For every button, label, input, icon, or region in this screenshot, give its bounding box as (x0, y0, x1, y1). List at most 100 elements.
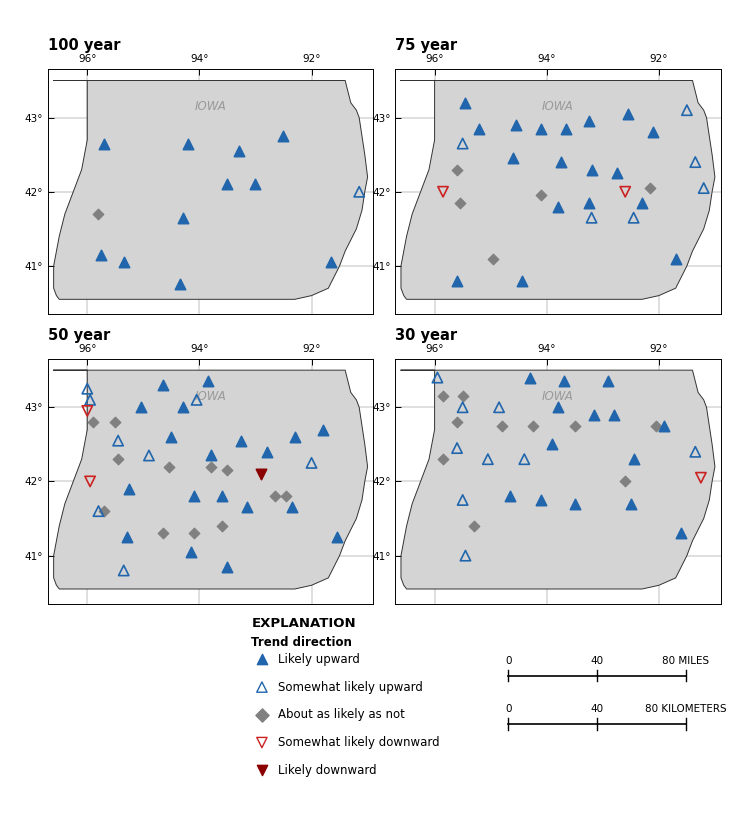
Point (625, 497, 637, 510)
Point (256, 764, 268, 777)
Point (202, 375, 214, 388)
Point (134, 401, 146, 414)
Text: 80 KILOMETERS: 80 KILOMETERS (645, 704, 726, 714)
Point (552, 401, 564, 414)
Point (166, 430, 177, 443)
Point (84, 475, 96, 488)
Point (233, 144, 245, 157)
Polygon shape (54, 370, 367, 589)
Point (675, 527, 687, 540)
Text: Somewhat likely downward: Somewhat likely downward (278, 736, 440, 749)
Text: IOWA: IOWA (195, 100, 226, 113)
Point (241, 501, 253, 514)
Point (488, 252, 500, 265)
Point (256, 653, 268, 666)
Point (123, 482, 135, 495)
Point (622, 108, 634, 121)
Point (278, 130, 290, 143)
Point (216, 490, 228, 503)
Point (98, 504, 110, 517)
Point (451, 441, 463, 455)
Point (558, 375, 570, 388)
Point (250, 178, 262, 191)
Point (317, 423, 329, 436)
Point (256, 708, 268, 721)
Point (650, 419, 662, 432)
Point (460, 96, 471, 109)
Text: 100 year: 100 year (48, 38, 120, 53)
Point (627, 453, 639, 466)
Point (112, 453, 124, 466)
Point (516, 274, 528, 287)
Text: EXPLANATION: EXPLANATION (251, 617, 356, 630)
Point (451, 274, 463, 287)
Point (261, 446, 273, 459)
Point (619, 185, 631, 198)
Point (92, 504, 104, 517)
Text: 0: 0 (505, 655, 511, 666)
Point (306, 456, 318, 469)
Point (256, 681, 268, 694)
Point (109, 415, 121, 428)
Text: IOWA: IOWA (542, 389, 573, 402)
Text: Somewhat likely upward: Somewhat likely upward (278, 681, 423, 694)
Point (222, 463, 234, 477)
Point (524, 371, 536, 384)
Point (689, 446, 701, 459)
Polygon shape (401, 81, 715, 299)
Text: IOWA: IOWA (542, 100, 573, 113)
Point (81, 382, 93, 395)
Point (222, 178, 234, 191)
Point (289, 430, 301, 443)
Point (205, 460, 217, 473)
Point (353, 185, 365, 198)
Point (482, 453, 494, 466)
Point (112, 434, 124, 447)
Point (527, 419, 539, 432)
Point (627, 211, 639, 224)
Point (81, 405, 93, 418)
Point (583, 197, 595, 210)
Point (647, 126, 659, 139)
Point (588, 408, 600, 421)
Point (325, 255, 337, 268)
Polygon shape (401, 370, 715, 589)
Text: 75 year: 75 year (395, 38, 457, 53)
Point (457, 137, 469, 150)
Point (552, 200, 564, 213)
Point (689, 156, 701, 169)
Point (185, 545, 197, 558)
Point (695, 471, 706, 484)
Point (518, 453, 530, 466)
Point (510, 118, 522, 131)
Text: 40: 40 (590, 704, 604, 714)
Point (681, 104, 692, 117)
Point (188, 490, 200, 503)
Point (535, 494, 547, 507)
Point (236, 434, 248, 447)
Point (619, 475, 631, 488)
Text: IOWA: IOWA (195, 389, 226, 402)
Point (451, 163, 463, 176)
Point (608, 408, 620, 421)
Point (535, 122, 547, 135)
Point (87, 415, 99, 428)
Point (188, 527, 200, 540)
Point (546, 438, 558, 451)
Point (569, 419, 581, 432)
Point (183, 137, 194, 150)
Point (256, 736, 268, 749)
Point (143, 449, 155, 462)
Point (163, 460, 174, 473)
Point (569, 497, 581, 510)
Point (280, 490, 292, 503)
Point (493, 401, 505, 414)
Point (432, 371, 443, 384)
Point (586, 163, 598, 176)
Point (177, 401, 188, 414)
Point (269, 490, 281, 503)
Text: 40: 40 (590, 655, 604, 666)
Point (535, 189, 547, 202)
Polygon shape (54, 81, 367, 299)
Point (331, 530, 343, 543)
